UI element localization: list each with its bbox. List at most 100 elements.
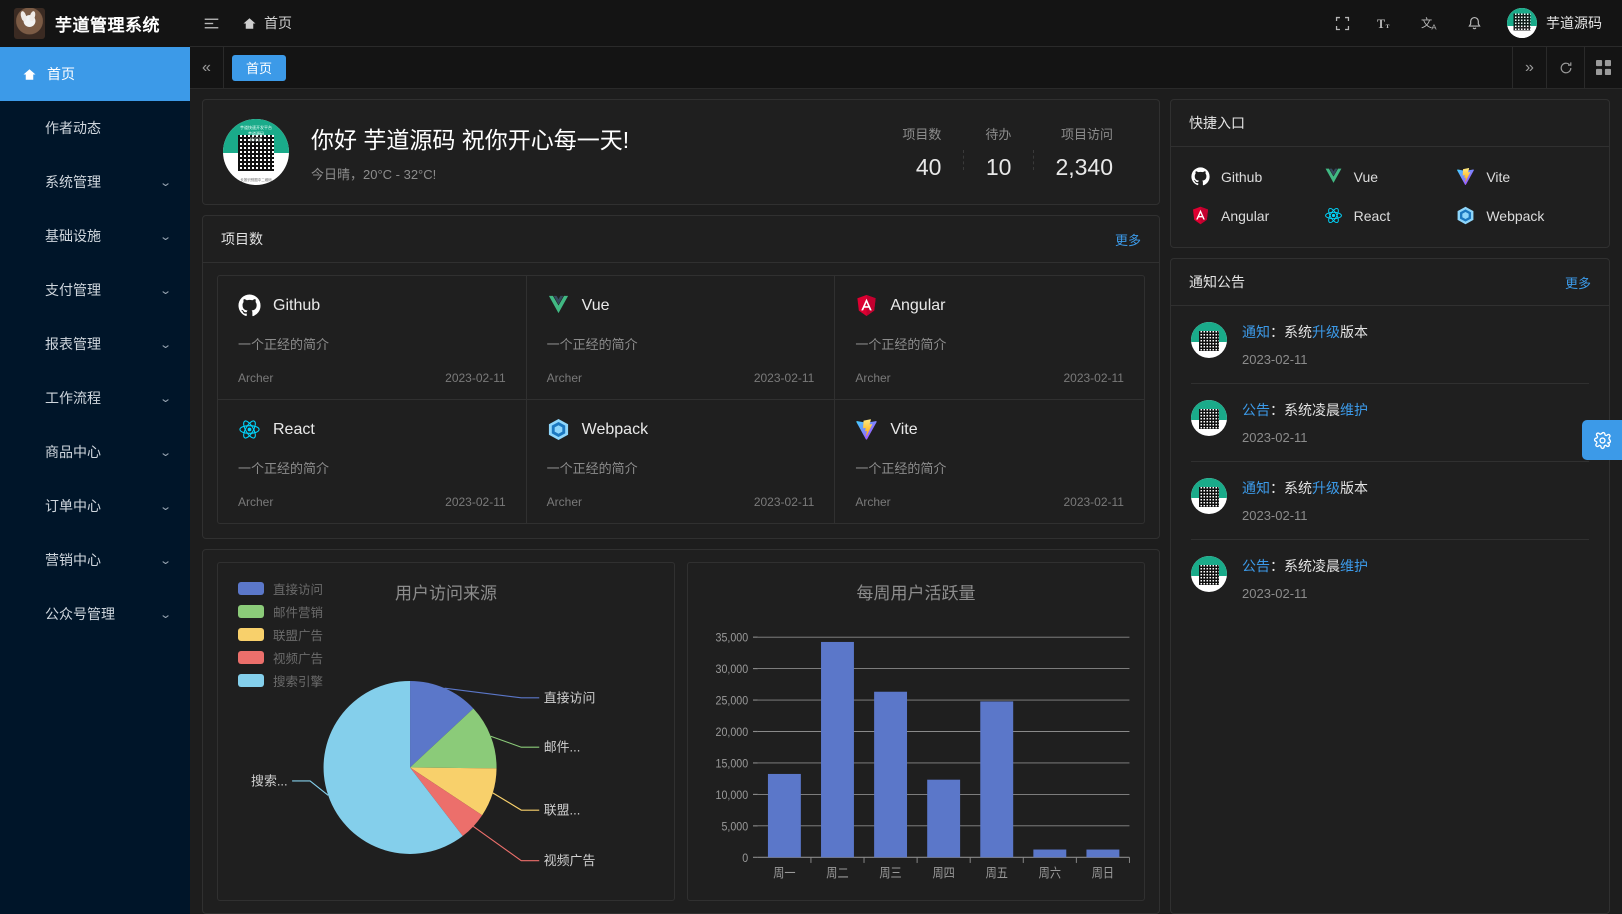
quick-item-vite[interactable]: Vite (1456, 167, 1589, 186)
brand[interactable]: 芋道管理系统 (0, 0, 190, 47)
notice-panel: 通知公告 更多 通知：系统升级版本 2023-02-11 (1170, 258, 1610, 914)
user-menu[interactable]: 芋道源码 (1497, 0, 1608, 47)
sidebar-item-infra[interactable]: 基础设施 ⌄ (0, 209, 190, 263)
pie-callout-line (292, 780, 329, 796)
notice-title[interactable]: 通知：系统升级版本 (1242, 478, 1589, 498)
rabbit-avatar-logo-icon (14, 7, 45, 39)
project-desc: 一个正经的简介 (238, 461, 330, 476)
notice-panel-header: 通知公告 更多 (1171, 259, 1609, 306)
quick-item-react[interactable]: React (1324, 206, 1457, 225)
sidebar-item-report[interactable]: 报表管理 ⌄ (0, 317, 190, 371)
fullscreen-button[interactable] (1321, 0, 1363, 47)
stat-value: 10 (985, 153, 1012, 180)
tabs-scroll-right-button[interactable]: » (1512, 47, 1546, 88)
sidebar-item-order[interactable]: 订单中心 ⌄ (0, 479, 190, 533)
project-desc: 一个正经的简介 (546, 337, 638, 352)
sidebar-item-system[interactable]: 系统管理 ⌄ (0, 155, 190, 209)
chevron-down-icon: ⌄ (158, 392, 172, 405)
pie-slice (410, 767, 497, 816)
project-card-react[interactable]: React 一个正经的简介 Archer 2023-02-11 (218, 400, 527, 523)
stat-label: 项目访问 (1060, 126, 1113, 142)
welcome-text: 你好 芋道源码 祝你开心每一天! 今日晴，20°C - 32°C! (311, 121, 880, 183)
notice-title[interactable]: 公告：系统凌晨维护 (1242, 556, 1589, 576)
pie-callout-line (490, 735, 540, 748)
notice-sep: ：系统 (1270, 324, 1312, 340)
font-size-button[interactable]: T т (1365, 0, 1407, 47)
x-axis-tick-label: 周二 (826, 866, 848, 881)
webpack-icon (1456, 206, 1475, 225)
pie-callout-label: 邮件... (544, 740, 581, 755)
x-axis-tick-label: 周五 (986, 866, 1008, 881)
sidebar-item-label: 工作流程 (45, 390, 101, 406)
list-item[interactable]: 通知：系统升级版本 2023-02-11 (1191, 462, 1589, 540)
project-card-vite[interactable]: Vite 一个正经的简介 Archer 2023-02-11 (835, 400, 1144, 523)
refresh-button[interactable] (1546, 47, 1584, 88)
quick-entry-header: 快捷入口 (1171, 100, 1609, 147)
list-item[interactable]: 公告：系统凌晨维护 2023-02-11 (1191, 384, 1589, 462)
projects-grid: Github 一个正经的简介 Archer 2023-02-11 (218, 276, 1144, 523)
y-axis-tick-label: 35,000 (716, 632, 749, 645)
project-card-webpack[interactable]: Webpack 一个正经的简介 Archer 2023-02-11 (527, 400, 836, 523)
sidebar-item-home[interactable]: 首页 (0, 47, 190, 101)
list-item[interactable]: 通知：系统升级版本 2023-02-11 (1191, 306, 1589, 384)
quick-item-webpack[interactable]: Webpack (1456, 206, 1589, 225)
projects-grid-box: Github 一个正经的简介 Archer 2023-02-11 (217, 275, 1145, 524)
quick-item-label: Webpack (1486, 207, 1545, 224)
project-card-github[interactable]: Github 一个正经的简介 Archer 2023-02-11 (218, 276, 527, 400)
legend-item: 邮件营销 (238, 600, 323, 623)
legend-swatch (238, 651, 264, 664)
translate-button[interactable]: 文 A (1409, 0, 1451, 47)
body: 首页 作者动态 系统管理 ⌄ 基础设施 ⌄ 支付管理 ⌄ 报表管理 ⌄ (0, 47, 1622, 914)
pie-callout-line (492, 792, 540, 811)
quick-item-vue[interactable]: Vue (1324, 167, 1457, 186)
greeting-text: 你好 芋道源码 祝你开心每一天! (311, 127, 630, 153)
legend-item: 搜索引擎 (238, 669, 323, 692)
quick-item-label: React (1353, 207, 1391, 224)
sidebar-item-label: 系统管理 (45, 174, 101, 190)
stat-projects: 项目数 40 (880, 124, 963, 181)
sidebar-collapse-button[interactable] (190, 0, 232, 47)
notice-prefix: 通知 (1242, 324, 1270, 340)
stat-value: 40 (915, 153, 942, 180)
list-item[interactable]: 公告：系统凌晨维护 2023-02-11 (1191, 540, 1589, 617)
sidebar-item-author-news[interactable]: 作者动态 (0, 101, 190, 155)
tabs-scroll-left-button[interactable]: « (190, 47, 224, 88)
layout-button[interactable] (1584, 47, 1622, 88)
stat-label: 项目数 (902, 126, 942, 142)
tab-home[interactable]: 首页 (232, 54, 287, 81)
bar (821, 641, 854, 858)
project-desc: 一个正经的简介 (855, 337, 947, 352)
projects-more-link[interactable]: 更多 (1114, 232, 1141, 248)
qrcode-avatar-icon (1191, 400, 1227, 436)
project-card-vue[interactable]: Vue 一个正经的简介 Archer 2023-02-11 (526, 276, 836, 400)
sidebar-item-payment[interactable]: 支付管理 ⌄ (0, 263, 190, 317)
project-author: Archer (546, 495, 582, 509)
bar (980, 701, 1014, 858)
sidebar-item-product[interactable]: 商品中心 ⌄ (0, 425, 190, 479)
notice-title[interactable]: 公告：系统凌晨维护 (1242, 400, 1589, 420)
quick-item-github[interactable]: Github (1191, 167, 1324, 186)
sidebar-item-workflow[interactable]: 工作流程 ⌄ (0, 371, 190, 425)
notice-title[interactable]: 通知：系统升级版本 (1242, 322, 1589, 342)
notice-more-link[interactable]: 更多 (1564, 275, 1591, 291)
legend-item: 视频广告 (238, 646, 323, 669)
sidebar-item-label: 报表管理 (45, 336, 101, 352)
project-card-angular[interactable]: Angular 一个正经的简介 Archer 2023-02-11 (835, 276, 1144, 400)
quick-item-label: Github (1221, 168, 1263, 185)
legend-swatch (238, 582, 264, 595)
angular-icon (855, 294, 878, 317)
chevron-down-icon: ⌄ (158, 230, 172, 243)
sidebar-item-marketing[interactable]: 营销中心 ⌄ (0, 533, 190, 587)
settings-drawer-button[interactable] (1582, 420, 1622, 460)
x-axis-tick-label: 周一 (773, 866, 795, 881)
legend-label: 视频广告 (273, 652, 324, 666)
breadcrumb-home[interactable]: 首页 (232, 0, 302, 47)
project-name: Vite (890, 420, 918, 438)
sidebar-item-label: 公众号管理 (45, 606, 115, 622)
hamburger-menu-icon (203, 15, 220, 32)
quick-item-angular[interactable]: Angular (1191, 206, 1324, 225)
notification-button[interactable] (1453, 0, 1495, 47)
sidebar-item-mp[interactable]: 公众号管理 ⌄ (0, 587, 190, 641)
pie-callout-line (472, 825, 540, 862)
